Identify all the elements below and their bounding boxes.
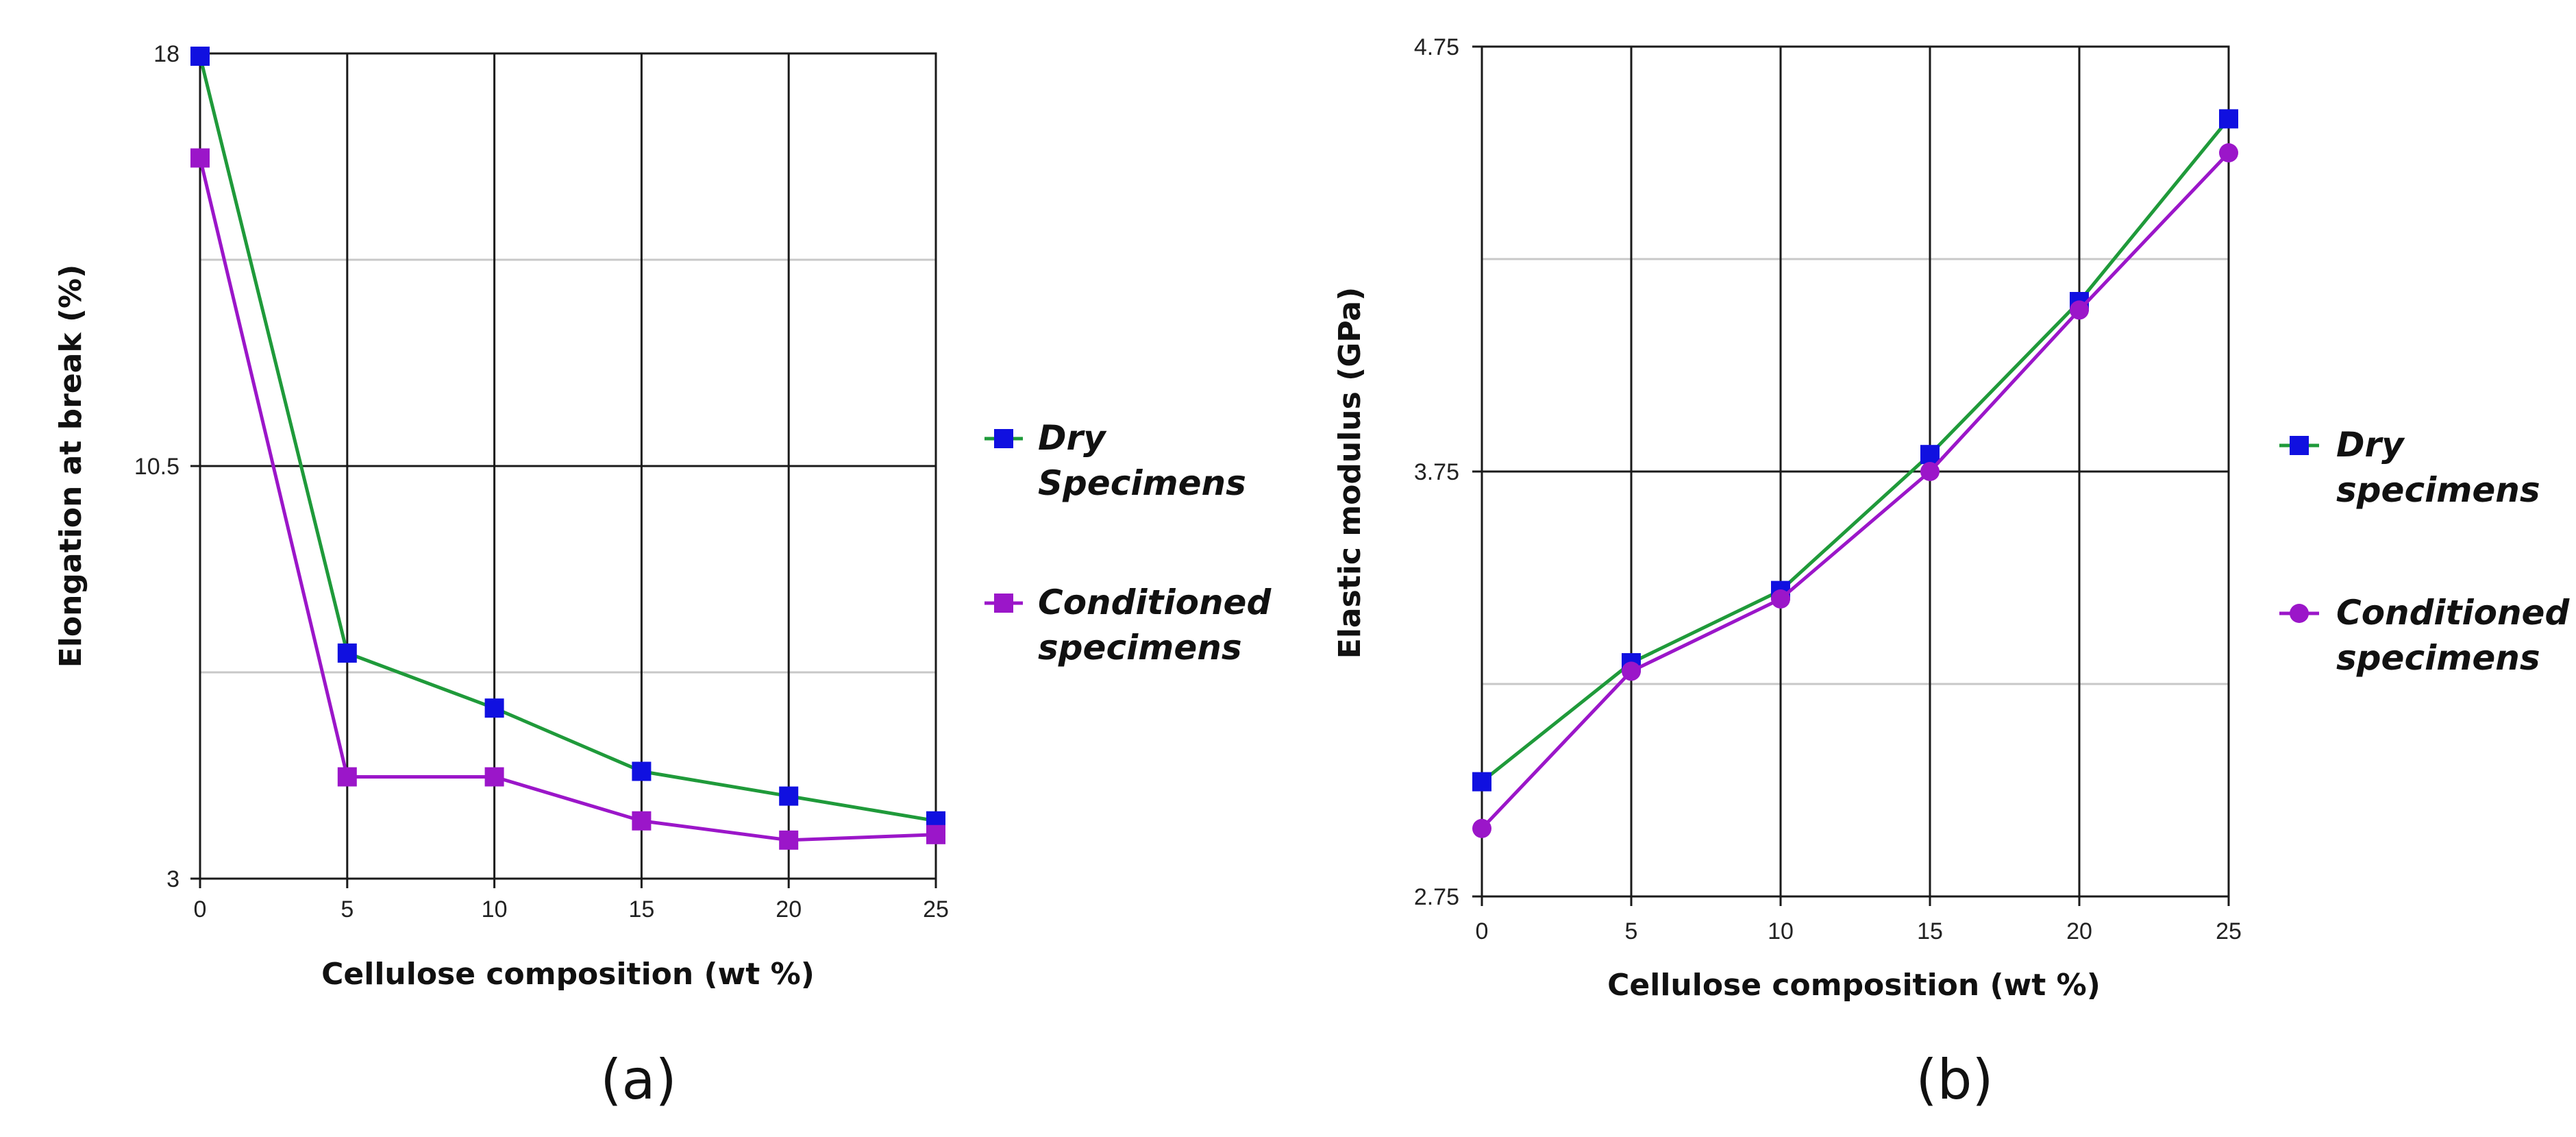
chart-b-series-1-line bbox=[1481, 117, 2230, 783]
chart-a-series-1-point bbox=[337, 643, 357, 663]
chart-b-series-2-point bbox=[1920, 462, 1940, 481]
chart-a-x-tick-label: 25 bbox=[923, 896, 949, 922]
chart-b-x-tick-label: 20 bbox=[2066, 918, 2092, 944]
chart-a-panel-label: (a) bbox=[600, 1048, 676, 1112]
chart-a-series-2-point bbox=[484, 767, 504, 787]
chart-b-x-tick-label: 25 bbox=[2216, 918, 2242, 944]
chart-b-series-2-point bbox=[1472, 818, 1491, 838]
chart-a-y-tick-label: 18 bbox=[153, 41, 179, 67]
chart-b-x-tick-label: 0 bbox=[1476, 918, 1489, 944]
chart-b-legend-1-label: Dry bbox=[2336, 425, 2405, 465]
chart-a-series-2-point bbox=[926, 824, 945, 844]
chart-a-legend-2-label: specimens bbox=[1038, 628, 1242, 668]
chart-a-x-tick-label: 0 bbox=[194, 896, 207, 922]
chart-a-series-2-point bbox=[337, 767, 357, 787]
chart-b-y-tick-label: 2.75 bbox=[1414, 884, 1459, 910]
chart-a-legend-1-marker bbox=[994, 429, 1013, 448]
chart-b-y-axis-title: Elastic modulus (GPa) bbox=[1333, 287, 1367, 659]
chart-b-legend-1-marker bbox=[2290, 436, 2309, 455]
chart-a-y-axis-title: Elongation at break (%) bbox=[53, 265, 88, 668]
chart-b-series-2-point bbox=[1771, 589, 1790, 609]
chart-a-legend-1-label: Dry bbox=[1038, 418, 1107, 458]
chart-a-legend-2-label: Conditioned bbox=[1038, 583, 1272, 622]
chart-b-legend-1-label: specimens bbox=[2336, 470, 2540, 510]
chart-b-y-tick-label: 3.75 bbox=[1414, 459, 1459, 485]
chart-b-legend-2-marker bbox=[2290, 604, 2309, 623]
chart-a-x-tick-label: 20 bbox=[776, 896, 802, 922]
chart-b-y-tick-label: 4.75 bbox=[1414, 34, 1459, 60]
chart-a-series-2-point bbox=[190, 148, 210, 168]
chart-a-legend-2-marker bbox=[994, 594, 1013, 613]
chart-b-legend-2-label: specimens bbox=[2336, 638, 2540, 678]
chart-a-legend-1-label: Specimens bbox=[1038, 463, 1246, 503]
chart-a-series-2-point bbox=[632, 811, 652, 831]
chart-b-x-axis-title: Cellulose composition (wt %) bbox=[1607, 968, 2101, 1003]
chart-b-series-1-point bbox=[1920, 445, 1940, 465]
chart-b-series-2-point bbox=[2070, 300, 2089, 320]
chart-a-series-1-point bbox=[632, 761, 652, 781]
chart-a-series-1-point bbox=[779, 786, 799, 806]
chart-b-series-1-point bbox=[2219, 109, 2238, 129]
chart-a-y-tick-label: 10.5 bbox=[134, 454, 179, 480]
chart-a-x-axis-title: Cellulose composition (wt %) bbox=[321, 957, 815, 992]
chart-a-y-tick-label: 3 bbox=[166, 866, 179, 892]
chart-b-series-2-line bbox=[1481, 151, 2230, 830]
chart-b-x-tick-label: 15 bbox=[1917, 918, 1943, 944]
chart-a-series-1-line bbox=[198, 56, 937, 823]
chart-a-series-2-line bbox=[198, 157, 937, 842]
chart-b-panel-label: (b) bbox=[1916, 1048, 1993, 1112]
chart-b-legend-2-label: Conditioned bbox=[2336, 593, 2570, 633]
chart-b-x-tick-label: 5 bbox=[1625, 918, 1638, 944]
chart-a-series-1-point bbox=[484, 698, 504, 718]
chart-a-x-tick-label: 15 bbox=[628, 896, 654, 922]
chart-a-x-tick-label: 5 bbox=[340, 896, 354, 922]
chart-b-series-2-point bbox=[1622, 661, 1641, 681]
chart-a-series-2-point bbox=[779, 830, 799, 850]
chart-panel-a: 0 5 10 15 20 25 18 10.5 3 Cellulose composition (… bbox=[53, 41, 1272, 1112]
chart-panel-b: 0 5 10 15 20 25 4.75 3.75 2.75 Cellulose composit… bbox=[1333, 34, 2570, 1112]
chart-b-series-1-point bbox=[1472, 772, 1491, 792]
chart-b-series-2-point bbox=[2219, 143, 2238, 162]
chart-a-x-tick-label: 10 bbox=[482, 896, 508, 922]
chart-b-x-tick-label: 10 bbox=[1768, 918, 1794, 944]
chart-a-series-1-point bbox=[190, 47, 210, 66]
